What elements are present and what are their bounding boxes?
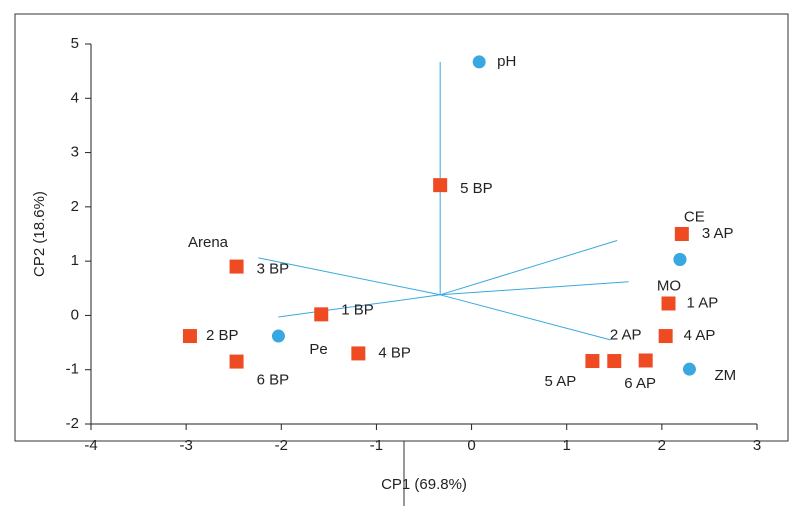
site-marker [607,354,622,369]
x-axis-title: CP1 (69.8%) [381,476,467,493]
x-tick-label: 3 [753,437,761,454]
y-tick-label: 3 [71,144,79,161]
point-label: 4 BP [378,344,411,361]
point-label: ZM [714,367,736,384]
y-tick-label: 4 [71,89,79,106]
site-marker [638,353,653,368]
loading-vector [440,294,611,341]
x-tick-label: 1 [563,437,571,454]
site-marker [182,329,197,344]
loading-vector [440,240,618,296]
point-label: 5 AP [545,373,577,390]
point-label: Pe [309,341,327,358]
point-label: 3 BP [257,261,290,278]
point-label: 1 BP [341,301,374,318]
y-tick-label: 5 [71,35,79,52]
point-label: MO [657,277,681,294]
vector-label: Arena [188,234,229,251]
point-label: 6 BP [257,372,290,389]
y-tick-label: 2 [71,198,79,215]
site-marker [674,227,689,241]
variable-marker [682,362,696,376]
point-label: 3 AP [702,225,734,242]
site-marker [658,329,673,344]
point-label: CE [684,208,705,225]
loading-vector [258,257,441,296]
x-tick-label: 0 [467,437,475,454]
x-tick-label: -1 [370,437,383,454]
site-marker [229,354,244,369]
point-label: 6 AP [624,375,656,392]
variable-marker [673,253,687,267]
site-marker [351,346,366,361]
site-marker [585,354,600,369]
loading-vector [278,294,441,318]
point-label: 2 AP [610,326,642,343]
variable-marker [271,329,285,343]
frame [14,13,789,442]
site-marker [229,259,244,274]
site-marker [661,296,676,311]
y-axis-title: CP2 (18.6%) [31,191,48,277]
x-tick-label: 2 [658,437,666,454]
site-marker [314,307,329,322]
point-label: 1 AP [687,294,719,311]
site-marker [433,178,448,193]
point-label: 2 BP [206,327,239,344]
point-label: 5 BP [460,180,493,197]
point-label: pH [497,53,516,70]
x-tick-label: -2 [275,437,288,454]
x-tick-label: -4 [84,437,97,454]
variable-marker [472,55,486,69]
y-tick-label: -2 [66,415,79,432]
point-label: 4 AP [684,327,716,344]
y-tick-label: 1 [71,252,79,269]
y-tick-label: 0 [71,306,79,323]
loading-vector [440,281,629,296]
x-tick-label: -3 [179,437,192,454]
y-tick-label: -1 [66,361,79,378]
